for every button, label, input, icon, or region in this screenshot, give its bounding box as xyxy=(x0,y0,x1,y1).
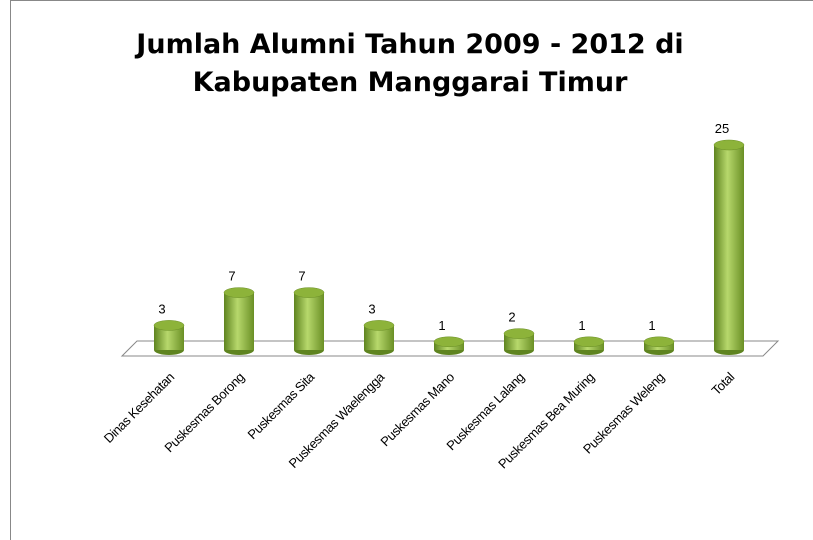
bar-top xyxy=(713,139,745,151)
bar-top xyxy=(363,320,395,331)
data-label: 3 xyxy=(368,301,375,316)
x-tick-label: Puskesmas Mano xyxy=(377,369,457,449)
x-tick-label: Puskesmas Sita xyxy=(245,369,318,442)
data-label: 1 xyxy=(438,318,445,333)
data-label: 1 xyxy=(578,318,585,333)
data-label: 7 xyxy=(228,269,235,284)
x-tick-label: Total xyxy=(709,369,738,398)
data-label: 7 xyxy=(298,269,305,284)
bar-top xyxy=(643,336,675,348)
data-label: 25 xyxy=(715,121,729,136)
chart-title: Jumlah Alumni Tahun 2009 - 2012 di Kabup… xyxy=(136,29,684,98)
data-label: 2 xyxy=(508,310,515,325)
bar-top xyxy=(153,320,185,331)
bar-top xyxy=(223,287,255,298)
data-label: 1 xyxy=(648,318,655,333)
bar-top xyxy=(573,336,605,348)
data-label: 3 xyxy=(158,301,165,316)
x-tick-label: Dinas Kesehatan xyxy=(101,369,177,445)
chart-border xyxy=(10,0,813,540)
bar xyxy=(714,145,744,350)
bar xyxy=(294,292,324,350)
bar-top xyxy=(503,328,535,339)
bar xyxy=(224,292,254,350)
bar-top xyxy=(293,287,325,298)
bar-top xyxy=(433,336,465,348)
